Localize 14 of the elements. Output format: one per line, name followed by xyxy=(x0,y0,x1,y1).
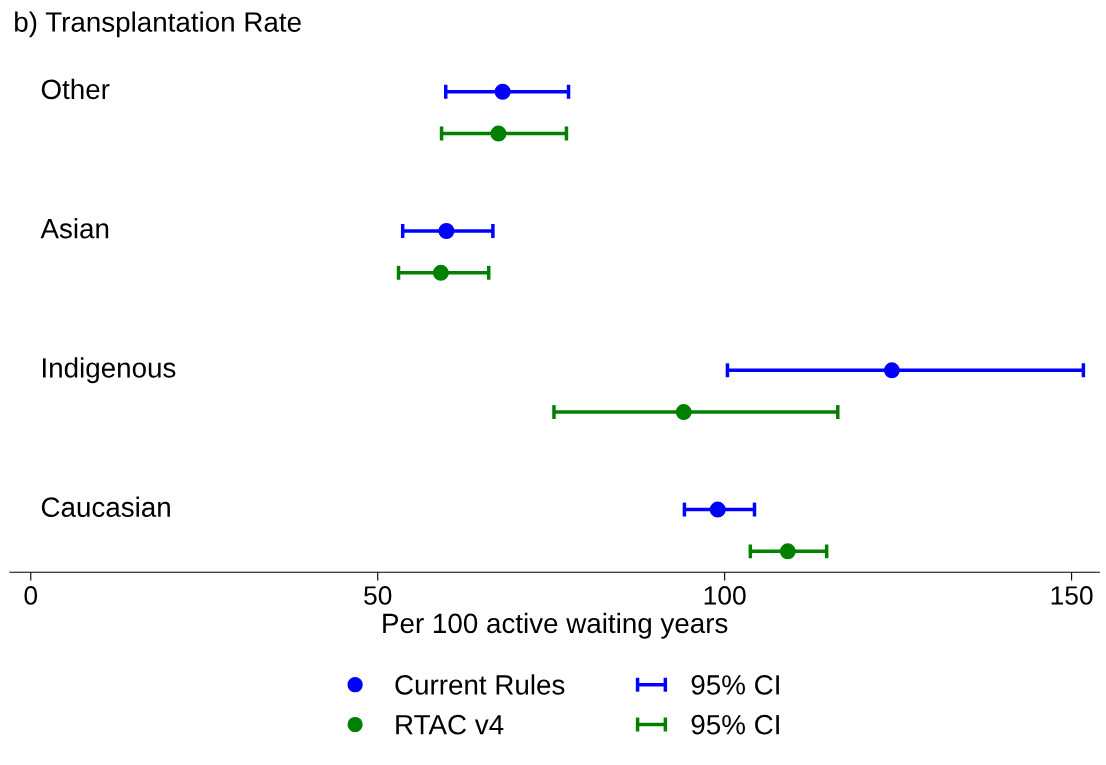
x-tick-label: 100 xyxy=(704,586,746,605)
y-tick-label: Other xyxy=(41,78,110,100)
legend-label: RTAC v4 xyxy=(396,714,504,735)
y-tick-label: Asian xyxy=(40,218,109,239)
x-tick-label: 150 xyxy=(1051,586,1093,605)
text: 95% CI xyxy=(691,675,779,695)
legend-label: Current Rules xyxy=(395,674,565,695)
text: 95% CI xyxy=(691,714,779,735)
y-tick-label: Indigenous xyxy=(43,357,176,384)
x-tick-label: 50 xyxy=(364,586,392,605)
x-axis-title: Per 100 active waiting years xyxy=(383,612,728,639)
x-tick-label: 0 xyxy=(24,586,38,605)
chart-title: b) Transplantation Rate xyxy=(15,11,301,38)
y-tick-label: Caucasian xyxy=(41,496,170,518)
